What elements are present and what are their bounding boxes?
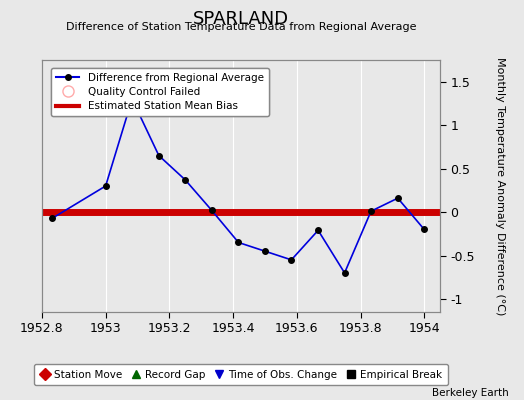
Legend: Difference from Regional Average, Quality Control Failed, Estimated Station Mean: Difference from Regional Average, Qualit… [51,68,269,116]
Text: Berkeley Earth: Berkeley Earth [432,388,508,398]
Legend: Station Move, Record Gap, Time of Obs. Change, Empirical Break: Station Move, Record Gap, Time of Obs. C… [34,364,448,385]
Y-axis label: Monthly Temperature Anomaly Difference (°C): Monthly Temperature Anomaly Difference (… [495,57,505,315]
Text: Difference of Station Temperature Data from Regional Average: Difference of Station Temperature Data f… [66,22,416,32]
Text: SPARLAND: SPARLAND [193,10,289,28]
